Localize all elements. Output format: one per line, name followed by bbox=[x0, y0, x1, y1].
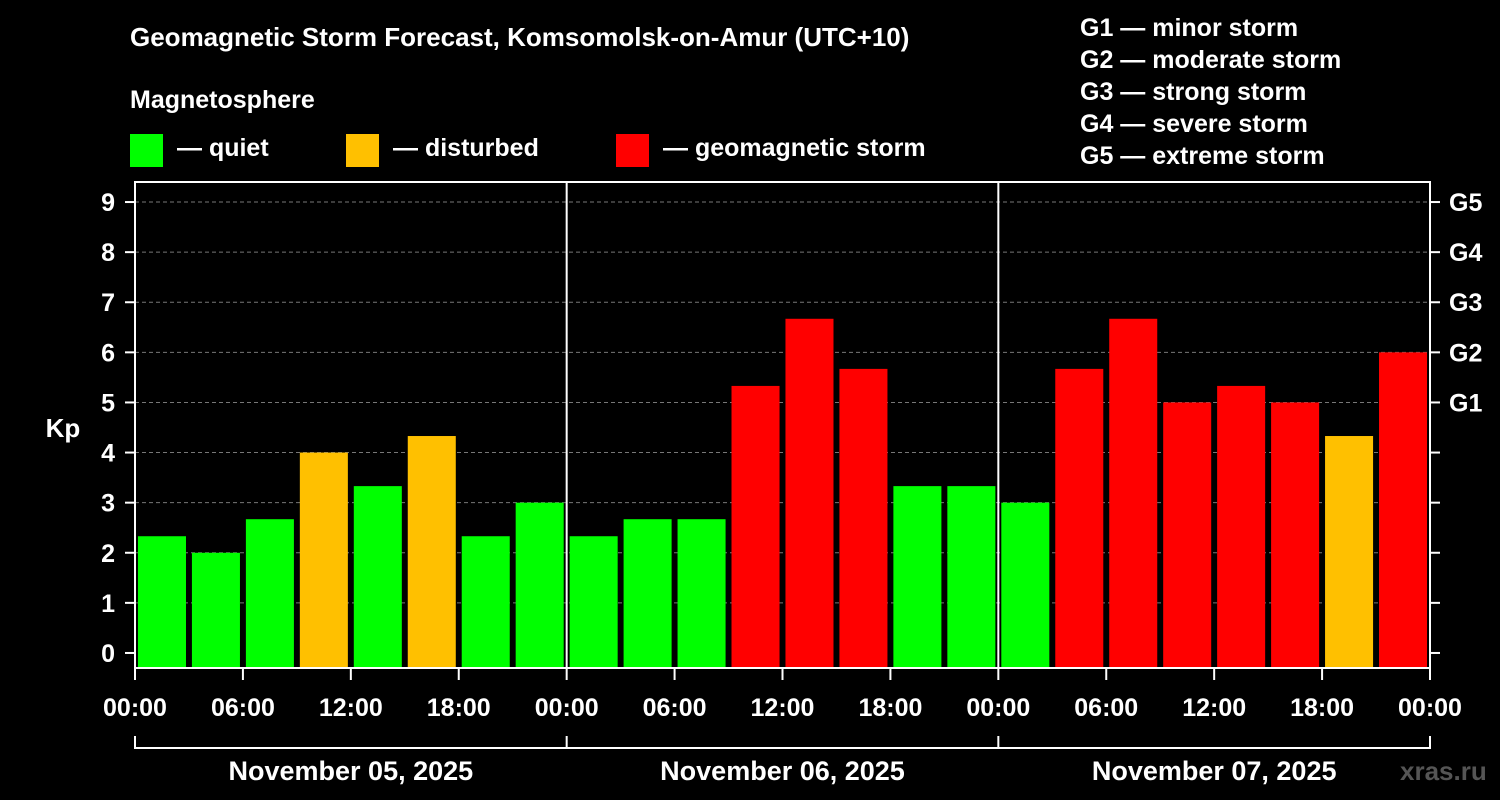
g-scale-g4: G4 — severe storm bbox=[1080, 110, 1308, 138]
legend-label-disturbed: — disturbed bbox=[393, 134, 539, 162]
g-axis-label: G4 bbox=[1449, 239, 1482, 267]
x-tick-label: 06:00 bbox=[211, 694, 275, 722]
x-tick-label: 00:00 bbox=[1398, 694, 1462, 722]
chart-title: Geomagnetic Storm Forecast, Komsomolsk-o… bbox=[130, 22, 910, 52]
g-axis-label: G5 bbox=[1449, 189, 1482, 217]
y-tick-label: 6 bbox=[101, 339, 115, 367]
kp-bar bbox=[353, 486, 402, 668]
kp-bar bbox=[461, 536, 510, 668]
kp-bar bbox=[245, 519, 294, 668]
y-tick-label: 5 bbox=[101, 389, 115, 417]
kp-bar bbox=[569, 536, 618, 668]
legend-title: Magnetosphere bbox=[130, 86, 315, 114]
x-tick-label: 06:00 bbox=[643, 694, 707, 722]
legend-label-quiet: — quiet bbox=[177, 134, 269, 162]
day-label: November 07, 2025 bbox=[1092, 756, 1337, 786]
kp-bar bbox=[623, 519, 672, 668]
legend-swatch-storm bbox=[616, 134, 649, 167]
x-tick-label: 06:00 bbox=[1074, 694, 1138, 722]
kp-bar bbox=[1217, 385, 1266, 668]
kp-bar bbox=[1001, 502, 1050, 668]
x-tick-label: 00:00 bbox=[103, 694, 167, 722]
y-tick-label: 9 bbox=[101, 189, 115, 217]
kp-bar bbox=[407, 436, 456, 668]
legend-swatch-quiet bbox=[130, 134, 163, 167]
y-tick-label: 4 bbox=[101, 440, 115, 468]
kp-bar bbox=[191, 552, 240, 668]
x-tick-label: 12:00 bbox=[1182, 694, 1246, 722]
g-scale-g1: G1 — minor storm bbox=[1080, 14, 1299, 42]
kp-bar bbox=[1325, 436, 1374, 668]
kp-bar bbox=[1163, 402, 1212, 668]
kp-bar bbox=[947, 486, 996, 668]
g-scale-g2: G2 — moderate storm bbox=[1080, 46, 1342, 74]
x-tick-label: 18:00 bbox=[858, 694, 922, 722]
day-label: November 05, 2025 bbox=[229, 756, 474, 786]
x-tick-label: 00:00 bbox=[966, 694, 1030, 722]
kp-bar bbox=[515, 502, 564, 668]
kp-bar bbox=[893, 486, 942, 668]
kp-bar bbox=[1109, 318, 1158, 668]
g-axis-label: G3 bbox=[1449, 289, 1482, 317]
kp-bar bbox=[677, 519, 726, 668]
day-label: November 06, 2025 bbox=[660, 756, 905, 786]
brand-watermark: xras.ru bbox=[1400, 756, 1487, 786]
legend-label-storm: — geomagnetic storm bbox=[663, 134, 926, 162]
y-tick-label: 8 bbox=[101, 239, 115, 267]
x-tick-label: 18:00 bbox=[427, 694, 491, 722]
y-tick-label: 0 bbox=[101, 640, 115, 668]
kp-bar bbox=[299, 452, 348, 668]
kp-bar bbox=[785, 318, 834, 668]
y-tick-label: 7 bbox=[101, 289, 115, 317]
g-scale-g3: G3 — strong storm bbox=[1080, 78, 1307, 106]
kp-bar bbox=[731, 385, 780, 668]
kp-bar bbox=[137, 536, 186, 668]
x-tick-label: 12:00 bbox=[751, 694, 815, 722]
y-tick-label: 3 bbox=[101, 490, 115, 518]
kp-bar bbox=[839, 368, 888, 668]
kp-bar bbox=[1055, 368, 1104, 668]
g-scale-g5: G5 — extreme storm bbox=[1080, 142, 1325, 170]
kp-bar bbox=[1379, 352, 1428, 668]
x-tick-label: 12:00 bbox=[319, 694, 383, 722]
x-tick-label: 00:00 bbox=[535, 694, 599, 722]
bars bbox=[137, 318, 1428, 668]
legend-swatch-disturbed bbox=[346, 134, 379, 167]
y-tick-label: 2 bbox=[101, 540, 115, 568]
y-tick-label: 1 bbox=[101, 590, 115, 618]
y-axis-label: Kp bbox=[46, 413, 81, 443]
x-tick-label: 18:00 bbox=[1290, 694, 1354, 722]
kp-bar bbox=[1271, 402, 1320, 668]
g-axis-label: G1 bbox=[1449, 389, 1482, 417]
g-axis-label: G2 bbox=[1449, 339, 1482, 367]
